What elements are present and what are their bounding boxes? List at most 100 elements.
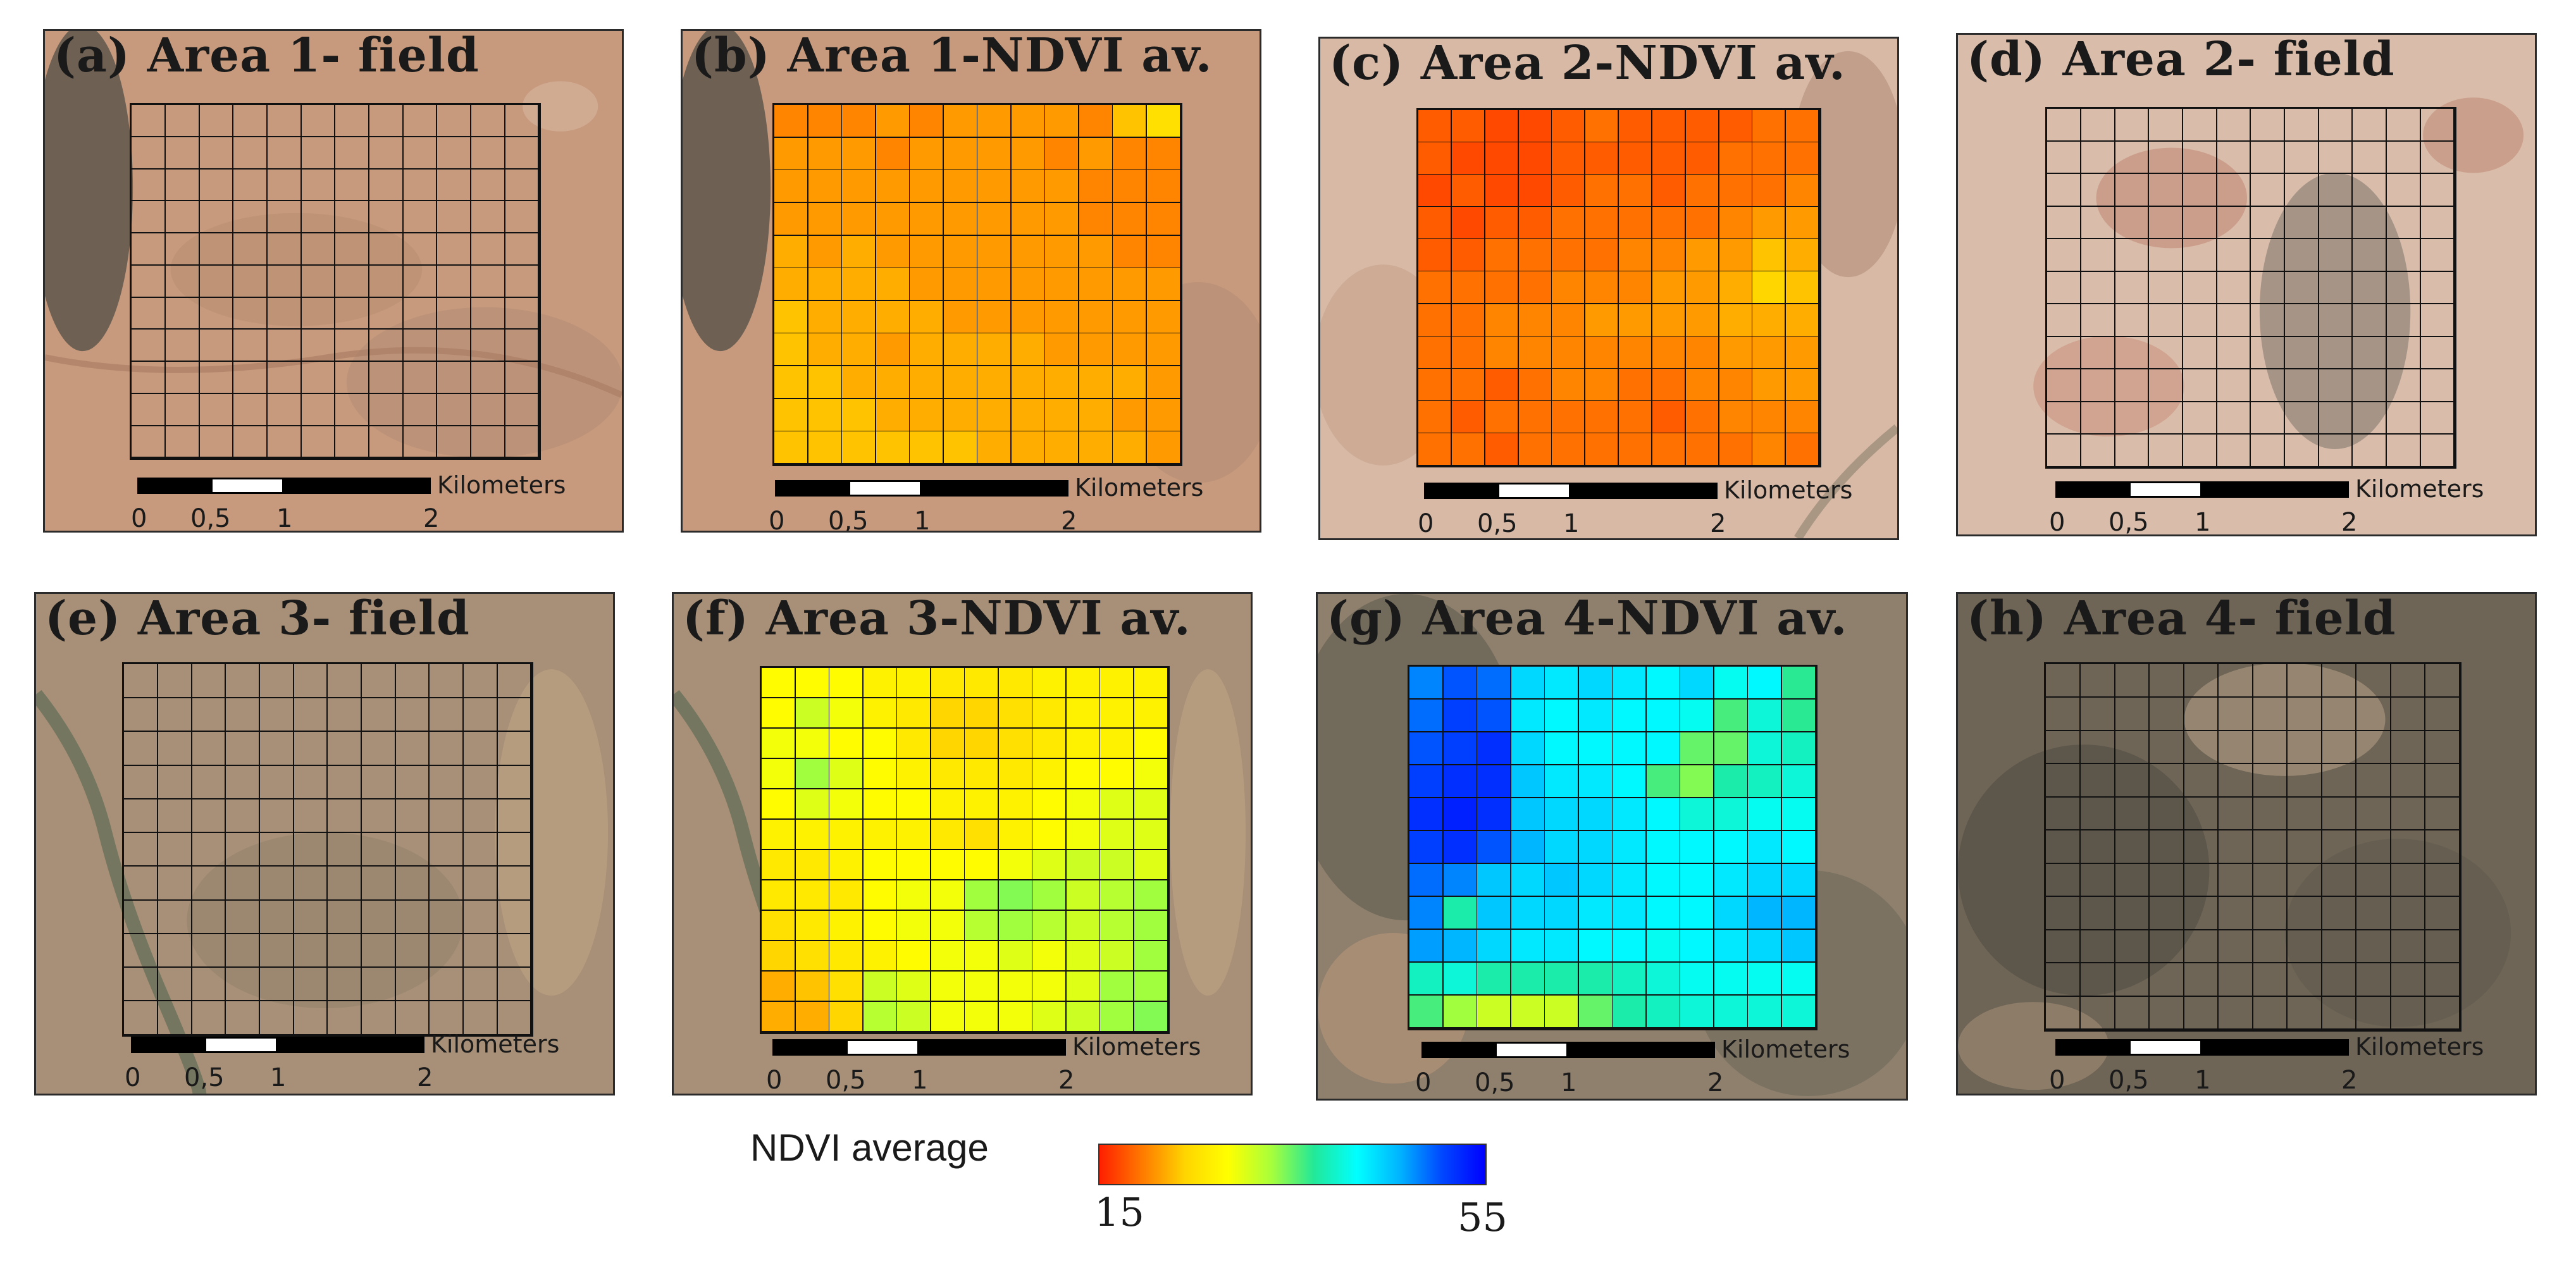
ndvi-cell bbox=[1545, 667, 1579, 700]
ndvi-cell bbox=[1752, 239, 1786, 273]
panel-title: (g) Area 4-NDVI av. bbox=[1327, 592, 1848, 646]
grid-cell bbox=[2353, 173, 2387, 207]
grid-cell bbox=[267, 426, 302, 459]
grid-cell bbox=[294, 934, 328, 968]
ndvi-cell bbox=[829, 972, 864, 1002]
grid-cell bbox=[2356, 763, 2391, 798]
grid-cell bbox=[2287, 930, 2322, 964]
grid-cell bbox=[328, 967, 362, 1002]
grid-cell bbox=[2149, 238, 2183, 272]
legend-min-label: 15 bbox=[1094, 1189, 1144, 1235]
grid-cell bbox=[2080, 896, 2115, 930]
ndvi-cell bbox=[1409, 798, 1444, 831]
grid-cell bbox=[2287, 996, 2322, 1030]
ndvi-cell bbox=[1045, 202, 1079, 236]
grid-cell bbox=[2356, 863, 2391, 898]
ndvi-cell bbox=[1518, 271, 1552, 305]
ndvi-cell bbox=[774, 431, 808, 465]
grid-cell bbox=[2287, 963, 2322, 997]
ndvi-cell bbox=[1146, 366, 1181, 400]
grid-cell bbox=[267, 393, 302, 426]
grid-cell bbox=[124, 967, 158, 1002]
ndvi-cell bbox=[1714, 798, 1749, 831]
grid-cell bbox=[2046, 930, 2081, 964]
ndvi-cell bbox=[876, 170, 910, 204]
ndvi-cell bbox=[1786, 175, 1820, 208]
grid-cell bbox=[2284, 336, 2319, 370]
grid-cell bbox=[2149, 896, 2184, 930]
ndvi-cell bbox=[943, 170, 978, 204]
grid-cell bbox=[437, 137, 471, 170]
ndvi-cell bbox=[1545, 930, 1579, 963]
grid-cell bbox=[2356, 697, 2391, 731]
grid-cell bbox=[2184, 963, 2219, 997]
ndvi-cell bbox=[1786, 368, 1820, 402]
ndvi-cell bbox=[1752, 271, 1786, 305]
scale-unit: Kilometers bbox=[1072, 1033, 1201, 1061]
ndvi-cell bbox=[1032, 668, 1067, 698]
grid-cell bbox=[2218, 930, 2253, 964]
grid-cell bbox=[437, 361, 471, 394]
ndvi-cell bbox=[842, 170, 876, 204]
ndvi-cell bbox=[876, 398, 910, 432]
grid-cell bbox=[158, 866, 192, 901]
grid-cell bbox=[2425, 731, 2460, 765]
grid-cell bbox=[2284, 173, 2319, 207]
ndvi-cell bbox=[1585, 271, 1619, 305]
scale-tick: 2 bbox=[2341, 508, 2358, 536]
grid-cell bbox=[395, 1001, 430, 1035]
grid-cell bbox=[2080, 697, 2115, 731]
ndvi-cell bbox=[1646, 765, 1681, 798]
ndvi-cell bbox=[1585, 433, 1619, 466]
grid-cell bbox=[2425, 996, 2460, 1030]
ndvi-cell bbox=[965, 759, 999, 789]
ndvi-cell bbox=[1578, 897, 1613, 930]
ndvi-cell bbox=[1100, 1002, 1134, 1032]
ndvi-cell bbox=[1578, 798, 1613, 831]
grid-cell bbox=[2251, 304, 2285, 337]
ndvi-cell bbox=[1409, 831, 1444, 864]
scale-tick: 0,5 bbox=[190, 504, 231, 533]
grid-cell bbox=[259, 731, 294, 766]
ndvi-cell bbox=[1619, 142, 1652, 176]
ndvi-cell bbox=[774, 398, 808, 432]
grid-cell bbox=[226, 866, 260, 901]
ndvi-cell bbox=[943, 105, 978, 138]
grid-cell bbox=[2284, 304, 2319, 337]
grid-cell bbox=[259, 698, 294, 732]
grid-cell bbox=[2149, 930, 2184, 964]
ndvi-cell bbox=[1685, 336, 1719, 369]
grid-cell bbox=[2149, 402, 2183, 435]
panel-e-area3-field: (e) Area 3- field Kilometers 0 0,5 1 2 bbox=[34, 592, 615, 1095]
scale-tick: 0 bbox=[1418, 509, 1434, 538]
ndvi-cell bbox=[1443, 667, 1478, 700]
grid-cell bbox=[2115, 434, 2150, 467]
ndvi-cell bbox=[1680, 700, 1714, 732]
satellite-image bbox=[1958, 35, 2535, 534]
grid-cell bbox=[132, 265, 166, 298]
ndvi-cell bbox=[795, 729, 830, 759]
ndvi-cell bbox=[808, 235, 843, 269]
grid-cell bbox=[301, 169, 336, 202]
grid-cell bbox=[267, 137, 302, 170]
ndvi-cell bbox=[1418, 239, 1452, 273]
grid-cell bbox=[369, 169, 404, 202]
ndvi-cell bbox=[1552, 207, 1586, 240]
grid-cell bbox=[2284, 402, 2319, 435]
grid-cell bbox=[471, 201, 505, 234]
ndvi-cell bbox=[1134, 941, 1168, 972]
grid-cell bbox=[2386, 173, 2421, 207]
grid-cell bbox=[2115, 697, 2150, 731]
ndvi-cell bbox=[1045, 170, 1079, 204]
ndvi-cell bbox=[829, 729, 864, 759]
scale-unit: Kilometers bbox=[1075, 474, 1204, 502]
grid-cell bbox=[437, 393, 471, 426]
legend-title: NDVI average bbox=[750, 1126, 989, 1169]
ndvi-cell bbox=[1045, 366, 1079, 400]
ndvi-cell bbox=[1477, 798, 1511, 831]
grid-cell bbox=[2386, 369, 2421, 402]
grid-cell bbox=[395, 832, 430, 867]
ndvi-cell bbox=[1613, 700, 1647, 732]
ndvi-cell bbox=[943, 137, 978, 171]
grid-cell bbox=[2149, 304, 2183, 337]
